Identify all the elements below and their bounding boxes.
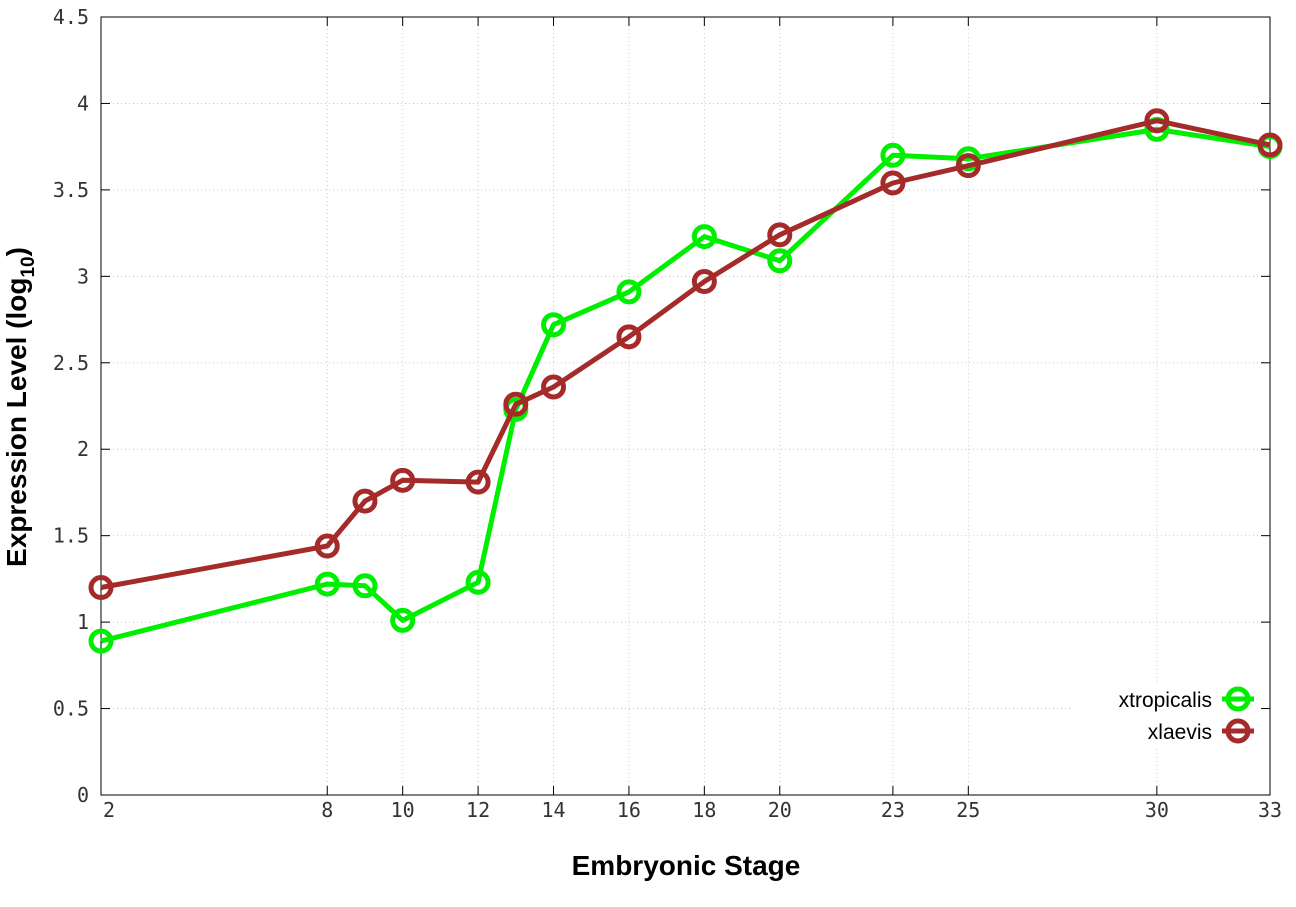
x-tick-label: 8: [321, 798, 333, 822]
y-tick-label: 3: [77, 264, 89, 288]
data-point-xtropicalis: [314, 571, 340, 597]
x-tick-label: 20: [768, 798, 792, 822]
y-tick-label: 0.5: [53, 697, 89, 721]
data-point-xlaevis: [314, 533, 340, 559]
axis-ticks: 2 8 10 12 14 16 18 20 23 25 30 33 0 0.5 1 1.5 2 2.5 3 3.5 4 4…: [53, 5, 1282, 822]
y-tick-label: 1: [77, 610, 89, 634]
y-tick-label: 4: [77, 91, 89, 115]
x-tick-label: 2: [103, 798, 115, 822]
data-point-xtropicalis: [880, 142, 906, 168]
x-tick-label: 18: [692, 798, 716, 822]
x-tick-label: 12: [466, 798, 490, 822]
data-point-xtropicalis: [465, 569, 491, 595]
data-point-xlaevis: [390, 467, 416, 493]
x-tick-label: 25: [956, 798, 980, 822]
data-point-xtropicalis: [88, 628, 114, 654]
y-axis-title: Expression Level (log10): [1, 247, 39, 567]
data-point-xlaevis: [88, 575, 114, 601]
x-tick-label: 30: [1145, 798, 1169, 822]
plot-frame: [100, 16, 1271, 796]
data-point-xlaevis: [503, 391, 529, 417]
legend-label-xtropicalis: xtropicalis: [1119, 689, 1212, 712]
y-axis-title-subscript: 10: [18, 256, 39, 277]
legend: xtropicalis xlaevis: [1119, 686, 1254, 744]
data-point-xlaevis: [541, 374, 567, 400]
data-point-xlaevis: [955, 153, 981, 179]
data-point-xlaevis: [352, 488, 378, 514]
y-axis-title-main: Expression Level (log: [1, 278, 32, 567]
data-point-xtropicalis: [352, 573, 378, 599]
data-point-xtropicalis: [691, 224, 717, 250]
series-xtropicalis: [88, 116, 1283, 654]
y-tick-label: 2.5: [53, 351, 89, 375]
x-tick-label: 23: [881, 798, 905, 822]
series-xlaevis: [88, 108, 1283, 601]
y-tick-label: 4.5: [53, 5, 89, 29]
x-axis-title: Embryonic Stage: [572, 850, 801, 881]
data-point-xlaevis: [767, 222, 793, 248]
legend-marker-xtropicalis: [1225, 686, 1251, 712]
data-point-xlaevis: [465, 469, 491, 495]
x-tick-label: 16: [617, 798, 641, 822]
x-tick-label: 10: [391, 798, 415, 822]
data-point-xlaevis: [616, 324, 642, 350]
data-point-xtropicalis: [616, 279, 642, 305]
data-point-xlaevis: [1144, 108, 1170, 134]
legend-background: [1072, 683, 1265, 747]
data-point-xlaevis: [691, 269, 717, 295]
data-point-xtropicalis: [767, 248, 793, 274]
x-tick-label: 33: [1258, 798, 1282, 822]
data-point-xtropicalis: [541, 312, 567, 338]
series-line-xtropicalis: [100, 126, 1271, 644]
y-tick-label: 1.5: [53, 524, 89, 548]
y-tick-label: 0: [77, 783, 89, 807]
grid-lines: [101, 17, 1270, 795]
legend-marker-xlaevis: [1225, 718, 1251, 744]
series-group: [88, 108, 1283, 654]
data-point-xlaevis: [1257, 132, 1283, 158]
x-tick-label: 14: [541, 798, 565, 822]
y-axis-title-close: ): [1, 247, 32, 256]
legend-label-xlaevis: xlaevis: [1148, 721, 1212, 744]
series-line-xlaevis: [100, 118, 1271, 590]
data-point-xlaevis: [880, 170, 906, 196]
y-tick-label: 3.5: [53, 178, 89, 202]
data-point-xtropicalis: [390, 607, 416, 633]
y-tick-label: 2: [77, 437, 89, 461]
